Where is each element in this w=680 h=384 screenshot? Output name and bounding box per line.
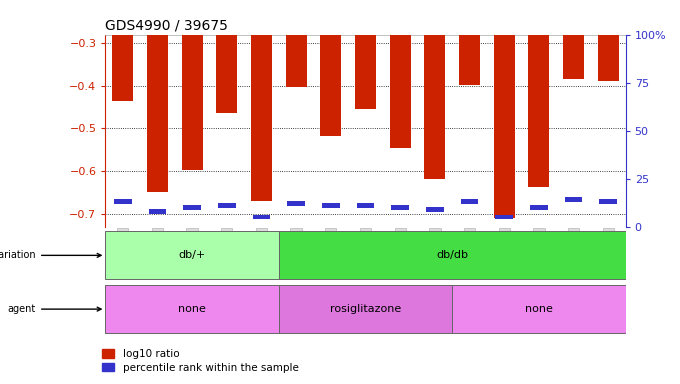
Bar bbox=[598, 35, 619, 81]
Bar bbox=[452, 285, 626, 333]
Bar bbox=[279, 285, 452, 333]
Bar bbox=[252, 215, 271, 219]
Bar bbox=[218, 203, 236, 208]
Bar bbox=[114, 199, 132, 204]
Text: none: none bbox=[178, 304, 206, 314]
Bar bbox=[147, 35, 168, 192]
Bar bbox=[391, 205, 409, 210]
Text: GSM904682: GSM904682 bbox=[569, 229, 578, 276]
Text: rosiglitazone: rosiglitazone bbox=[330, 304, 401, 314]
Bar bbox=[216, 35, 237, 114]
Bar bbox=[182, 35, 203, 170]
Text: GSM904688: GSM904688 bbox=[430, 229, 439, 276]
Bar bbox=[320, 35, 341, 136]
Text: GSM904684: GSM904684 bbox=[292, 229, 301, 276]
Bar bbox=[564, 197, 583, 202]
Text: GSM904675: GSM904675 bbox=[153, 229, 162, 276]
Bar bbox=[530, 205, 548, 210]
Bar bbox=[424, 35, 445, 179]
Text: agent: agent bbox=[7, 304, 101, 314]
Bar bbox=[426, 207, 444, 212]
Bar bbox=[287, 201, 305, 206]
Text: GSM904687: GSM904687 bbox=[396, 229, 405, 276]
Bar bbox=[390, 35, 411, 147]
Text: GSM904680: GSM904680 bbox=[500, 229, 509, 276]
Bar bbox=[105, 285, 279, 333]
Bar bbox=[494, 35, 515, 218]
Text: GSM904674: GSM904674 bbox=[118, 229, 127, 276]
Bar bbox=[459, 35, 480, 85]
Bar bbox=[460, 199, 479, 204]
Bar bbox=[112, 35, 133, 101]
Bar bbox=[183, 205, 201, 210]
Text: GDS4990 / 39675: GDS4990 / 39675 bbox=[105, 18, 228, 32]
Bar bbox=[528, 35, 549, 187]
Bar bbox=[286, 35, 307, 87]
Legend: log10 ratio, percentile rank within the sample: log10 ratio, percentile rank within the … bbox=[99, 346, 302, 376]
Bar bbox=[563, 35, 584, 79]
Text: GSM904681: GSM904681 bbox=[534, 229, 543, 276]
Bar bbox=[322, 203, 340, 208]
Bar bbox=[356, 203, 375, 208]
Text: GSM904686: GSM904686 bbox=[361, 229, 370, 276]
Bar bbox=[148, 209, 167, 214]
Text: db/db: db/db bbox=[436, 250, 469, 260]
Bar bbox=[495, 215, 513, 219]
Text: db/+: db/+ bbox=[178, 250, 206, 260]
Bar bbox=[279, 232, 626, 279]
Bar bbox=[105, 232, 279, 279]
Text: GSM904685: GSM904685 bbox=[326, 229, 335, 276]
Text: GSM904677: GSM904677 bbox=[222, 229, 231, 276]
Text: genotype/variation: genotype/variation bbox=[0, 250, 101, 260]
Text: GSM904679: GSM904679 bbox=[465, 229, 474, 276]
Text: GSM904683: GSM904683 bbox=[604, 229, 613, 276]
Text: GSM904676: GSM904676 bbox=[188, 229, 197, 276]
Bar bbox=[355, 35, 376, 109]
Bar bbox=[251, 35, 272, 201]
Bar bbox=[599, 199, 617, 204]
Text: GSM904678: GSM904678 bbox=[257, 229, 266, 276]
Text: none: none bbox=[525, 304, 553, 314]
